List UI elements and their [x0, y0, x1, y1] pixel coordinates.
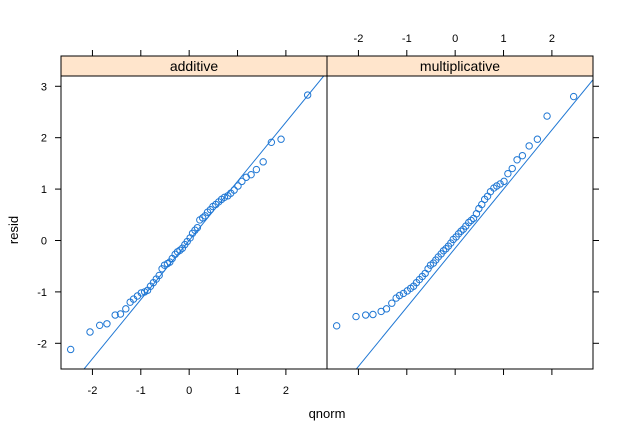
- tick-labels: -2 -1 0 1 2 -2 -1 0 1 2 3 -2 -1 0 1 2: [37, 33, 555, 397]
- data-point-multiplicative: [525, 142, 533, 150]
- y-tick-label: 0: [41, 235, 47, 247]
- x-tick-label-bottom: -2: [88, 385, 98, 397]
- data-point-additive: [252, 165, 261, 174]
- axis-ticks: [55, 50, 599, 375]
- data-points: [66, 91, 578, 354]
- data-point-additive: [220, 193, 229, 202]
- data-point-additive: [199, 214, 207, 222]
- data-point-additive: [103, 320, 111, 328]
- data-point-additive: [247, 170, 255, 179]
- x-tick-label-top: 2: [549, 33, 555, 45]
- data-point-multiplicative: [454, 230, 463, 238]
- data-point-additive: [66, 345, 75, 354]
- data-point-multiplicative: [395, 291, 404, 300]
- y-tick-label: -2: [37, 338, 47, 350]
- y-tick-label: -1: [37, 287, 47, 299]
- data-point-multiplicative: [332, 322, 341, 330]
- y-tick-label: 2: [41, 133, 47, 145]
- data-point-additive: [277, 135, 285, 143]
- x-axis-title: qnorm: [309, 406, 346, 421]
- data-point-multiplicative: [533, 135, 542, 143]
- data-point-multiplicative: [504, 169, 512, 178]
- data-point-multiplicative: [361, 311, 370, 319]
- reference-line-additive: [83, 76, 325, 369]
- strip-label-multiplicative: multiplicative: [420, 58, 500, 74]
- data-point-additive: [137, 289, 145, 297]
- data-point-multiplicative: [442, 245, 450, 253]
- data-point-multiplicative: [439, 247, 448, 255]
- panel-frame-multiplicative: [326, 75, 594, 370]
- data-point-additive: [238, 177, 246, 186]
- data-point-multiplicative: [388, 299, 396, 307]
- reference-lines: [83, 76, 593, 369]
- data-point-multiplicative: [352, 312, 360, 321]
- data-point-additive: [267, 138, 276, 147]
- data-point-additive: [186, 234, 194, 242]
- data-point-additive: [86, 328, 94, 336]
- data-point-additive: [259, 158, 267, 166]
- data-point-multiplicative: [399, 289, 408, 298]
- x-tick-label-top: -1: [402, 33, 412, 45]
- panel-frames: [60, 75, 594, 370]
- x-tick-label-bottom: 2: [283, 385, 289, 397]
- y-tick-label: 3: [41, 81, 47, 93]
- y-tick-label: 1: [41, 184, 47, 196]
- x-tick-label-top: 0: [452, 33, 458, 45]
- data-point-additive: [234, 182, 242, 190]
- data-point-additive: [155, 271, 163, 280]
- data-point-multiplicative: [382, 305, 391, 313]
- data-point-additive: [122, 305, 130, 313]
- data-point-additive: [176, 246, 184, 254]
- data-point-multiplicative: [465, 218, 473, 227]
- data-point-multiplicative: [496, 180, 504, 188]
- data-point-multiplicative: [513, 156, 521, 164]
- data-point-additive: [193, 223, 202, 232]
- data-point-additive: [303, 91, 312, 99]
- data-point-multiplicative: [457, 227, 465, 235]
- data-point-multiplicative: [500, 177, 508, 186]
- panel-frame-additive: [60, 75, 328, 370]
- x-tick-label-bottom: 1: [234, 385, 240, 397]
- data-point-additive: [171, 250, 179, 259]
- x-tick-label-bottom: 0: [186, 385, 192, 397]
- strip-label-additive: additive: [170, 58, 218, 74]
- data-point-multiplicative: [569, 92, 578, 101]
- data-point-additive: [116, 310, 125, 318]
- data-point-multiplicative: [467, 216, 475, 225]
- data-point-multiplicative: [508, 164, 516, 173]
- data-point-additive: [111, 311, 119, 319]
- x-tick-label-top: -2: [354, 33, 364, 45]
- x-tick-label-top: 1: [500, 33, 506, 45]
- data-point-multiplicative: [518, 151, 527, 160]
- data-point-additive: [95, 321, 104, 330]
- panel-strips: additive multiplicative: [60, 55, 594, 77]
- data-point-multiplicative: [369, 310, 377, 319]
- reference-line-multiplicative: [355, 79, 593, 369]
- y-axis-title: resid: [6, 216, 21, 244]
- x-tick-label-bottom: -1: [136, 385, 146, 397]
- data-point-additive: [230, 186, 238, 194]
- data-point-multiplicative: [543, 112, 551, 120]
- data-point-additive: [191, 226, 199, 234]
